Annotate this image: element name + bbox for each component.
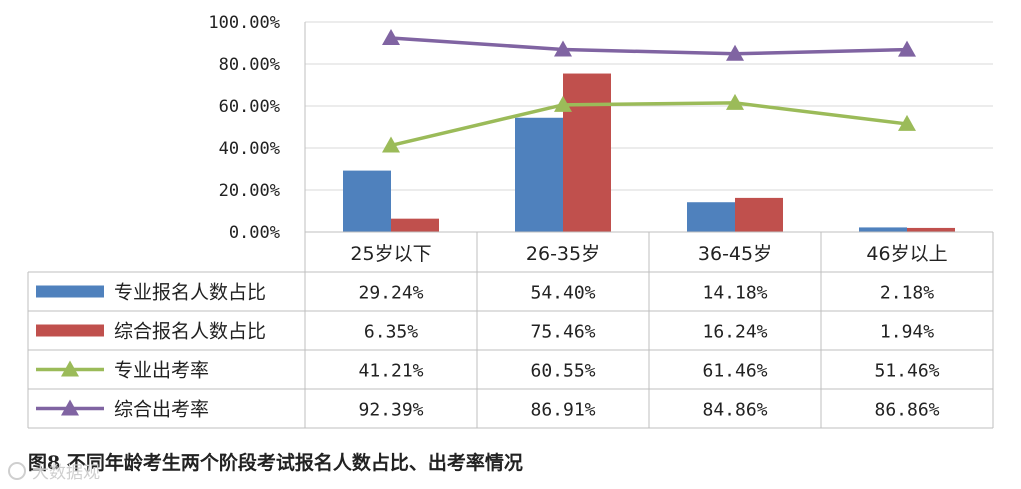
category-label: 25岁以下 [350,243,431,265]
data-label: 92.39% [358,400,423,421]
data-label: 29.24% [358,283,423,304]
series-name: 综合出考率 [114,399,209,421]
data-label: 6.35% [364,322,418,343]
bar [563,73,611,232]
series-name: 综合报名人数占比 [114,321,266,343]
bar [735,197,783,232]
category-label: 36-45岁 [698,243,772,265]
watermark: 大数据观 [8,458,100,483]
series-name: 专业报名人数占比 [114,282,266,304]
data-label: 75.46% [530,322,595,343]
data-label: 54.40% [530,283,595,304]
line-marker [554,95,572,112]
data-label: 2.18% [880,283,934,304]
y-tick-label: 60.00% [219,97,280,117]
bar [391,218,439,232]
data-label: 86.91% [530,400,595,421]
line-marker [898,114,916,131]
legend-key [36,285,104,298]
line-marker [554,40,572,57]
series-name: 专业出考率 [114,360,209,382]
data-label: 60.55% [530,361,595,382]
category-label: 26-35岁 [526,243,600,265]
series-line [390,36,908,56]
series-line [390,101,908,148]
line-marker [898,40,916,57]
data-label: 16.24% [702,322,767,343]
figure-caption: 图8 不同年龄考生两个阶段考试报名人数占比、出考率情况 [28,452,523,474]
y-tick-label: 100.00% [208,13,280,33]
line-marker [726,93,744,110]
line-marker [382,136,400,153]
bar [907,227,955,232]
watermark-icon [8,462,26,480]
data-label: 61.46% [702,361,767,382]
y-tick-label: 20.00% [219,181,280,201]
data-label: 84.86% [702,400,767,421]
line-marker [382,28,400,45]
data-label: 41.21% [358,361,423,382]
data-label: 1.94% [880,322,934,343]
data-label: 86.86% [874,400,939,421]
category-label: 46岁以上 [866,243,947,265]
bar [343,170,391,232]
y-tick-label: 80.00% [219,55,280,75]
y-tick-label: 40.00% [219,139,280,159]
legend-marker [61,399,79,416]
data-label: 14.18% [702,283,767,304]
data-label: 51.46% [874,361,939,382]
bar [687,202,735,232]
y-tick-label: 0.00% [229,223,280,243]
bar [859,227,907,232]
line-marker [726,44,744,61]
bar [515,117,563,232]
legend-key [36,324,104,337]
legend-marker [61,360,79,377]
watermark-text: 大数据观 [32,463,100,483]
